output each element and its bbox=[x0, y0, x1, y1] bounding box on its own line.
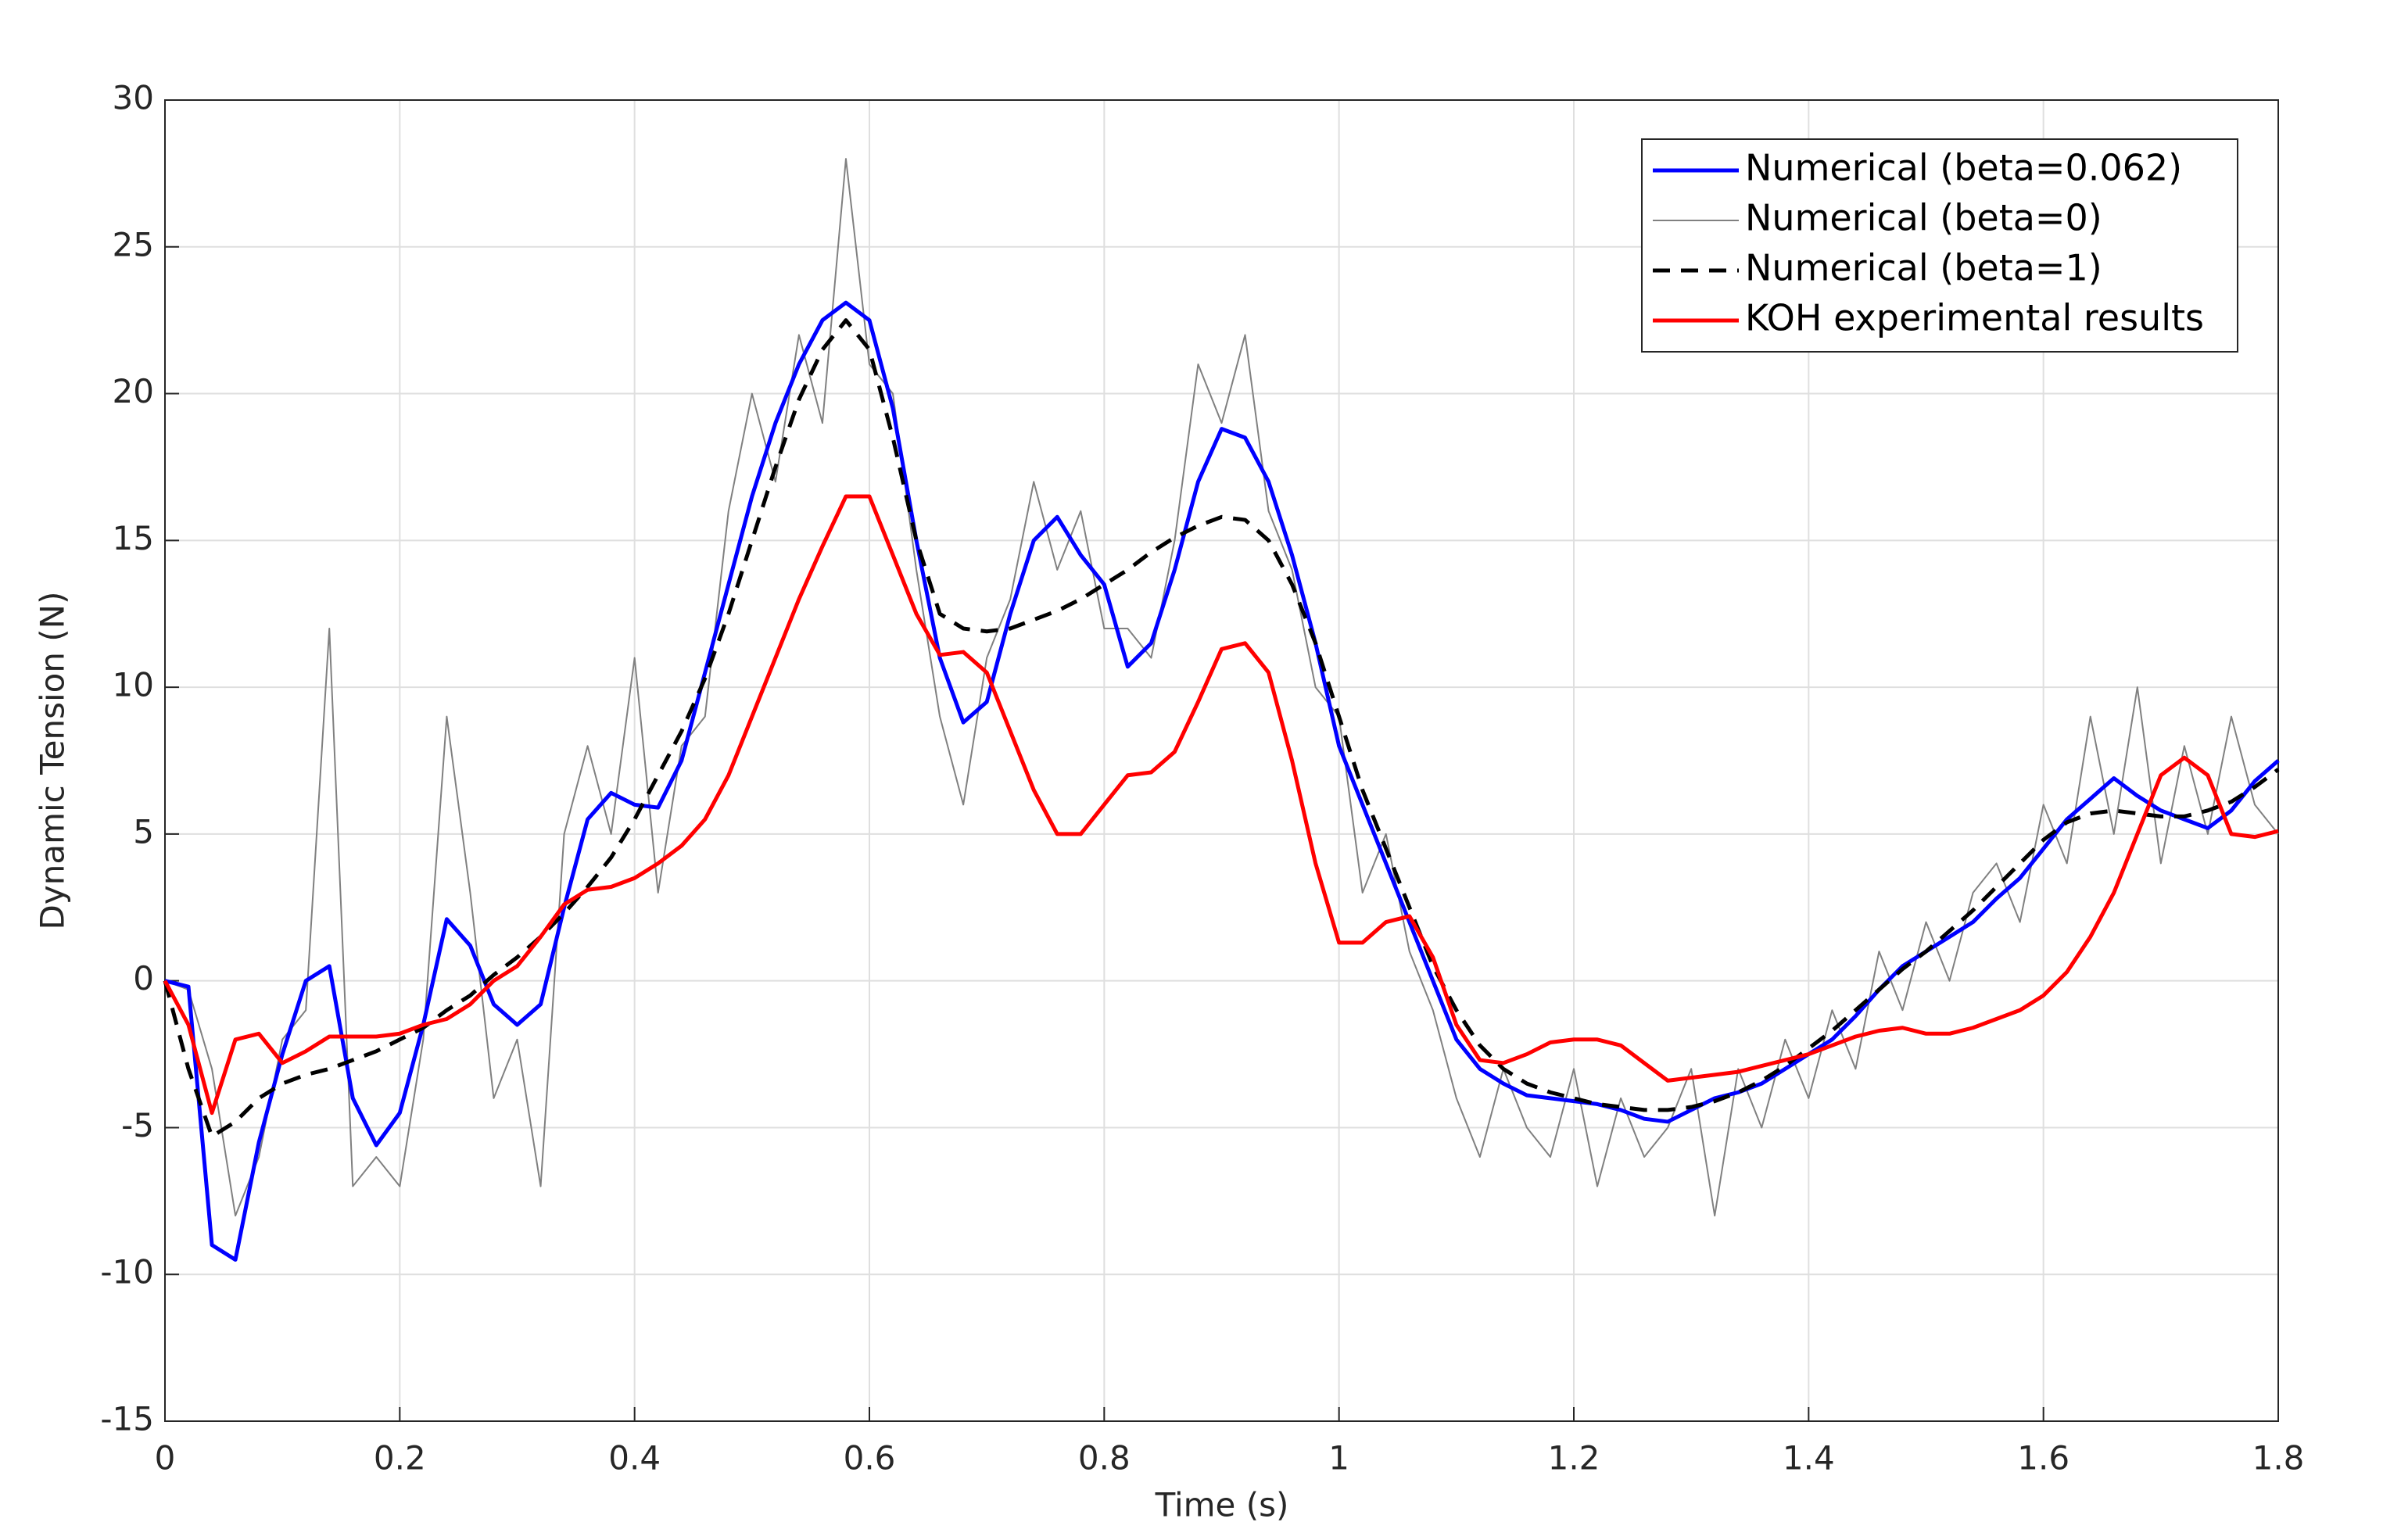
x-tick-label: 1.2 bbox=[1548, 1439, 1600, 1477]
y-tick-label: -10 bbox=[100, 1253, 154, 1291]
y-tick-label: 5 bbox=[133, 812, 154, 851]
x-axis-label: Time (s) bbox=[1155, 1486, 1289, 1524]
series-line bbox=[163, 494, 2279, 1116]
y-tick-label: -15 bbox=[100, 1400, 154, 1438]
y-tick-label: -5 bbox=[121, 1106, 154, 1144]
legend-label: Numerical (beta=0) bbox=[1745, 197, 2102, 239]
x-tick-label: 1.6 bbox=[2017, 1439, 2070, 1477]
series-line bbox=[163, 318, 2280, 1139]
legend-label: KOH experimental results bbox=[1745, 297, 2204, 339]
y-tick-label: 20 bbox=[113, 372, 154, 410]
legend-label: Numerical (beta=1) bbox=[1745, 247, 2102, 289]
x-tick-label: 0.2 bbox=[374, 1439, 426, 1477]
x-tick-label: 0.8 bbox=[1078, 1439, 1131, 1477]
y-tick-label: 15 bbox=[113, 519, 154, 557]
y-tick-label: 30 bbox=[113, 79, 154, 117]
legend-box bbox=[1641, 138, 2238, 353]
legend: Numerical (beta=0) Numerical (beta=0.062)… bbox=[1641, 138, 2238, 353]
x-tick-label: 1 bbox=[1328, 1439, 1349, 1477]
x-tick-label: 0.6 bbox=[844, 1439, 896, 1477]
y-tick-label: 25 bbox=[113, 225, 154, 263]
series-line bbox=[164, 158, 2279, 1217]
x-tick-label: 0 bbox=[155, 1439, 176, 1477]
y-tick-label: 0 bbox=[133, 959, 154, 997]
x-tick-label: 1.4 bbox=[1783, 1439, 1835, 1477]
x-tick-label: 0.4 bbox=[608, 1439, 661, 1477]
y-tick-label: 10 bbox=[113, 666, 154, 704]
y-axis-label: Dynamic Tension (N) bbox=[34, 592, 72, 930]
legend-label: Numerical (beta=0.062) bbox=[1745, 147, 2182, 189]
x-tick-label: 1.8 bbox=[2252, 1439, 2305, 1477]
